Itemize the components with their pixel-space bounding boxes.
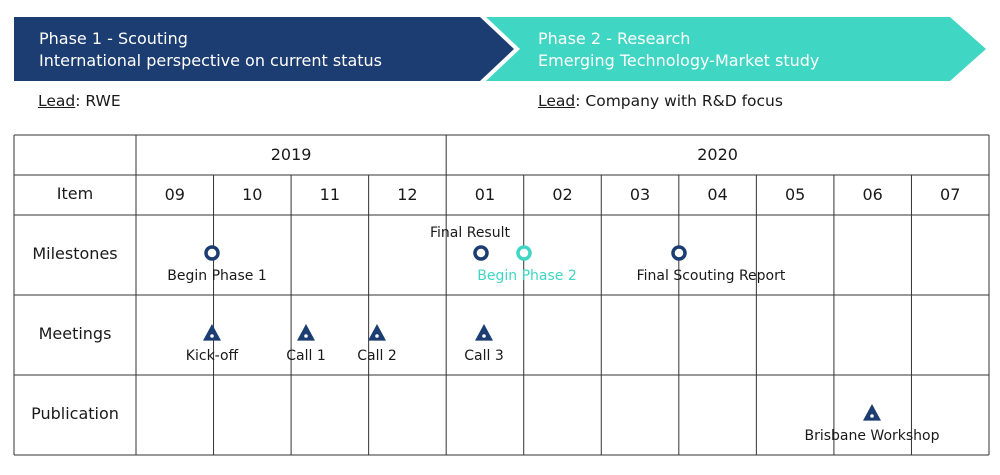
month-label: 02 (552, 185, 572, 204)
phase-2-subtitle: Emerging Technology-Market study (538, 51, 819, 70)
month-label: 09 (165, 185, 185, 204)
month-label: 01 (475, 185, 495, 204)
marker-label: Call 3 (464, 348, 504, 364)
triangle-marker-dot (304, 334, 308, 338)
month-label: 07 (940, 185, 960, 204)
item-header: Item (57, 184, 93, 203)
month-label: 05 (785, 185, 805, 204)
meeting-triangle-marker (368, 324, 386, 341)
month-label: 12 (397, 185, 417, 204)
phase-2-lead: Lead: Company with R&D focus (538, 92, 783, 110)
meeting-triangle-marker (297, 324, 315, 341)
month-label: 03 (630, 185, 650, 204)
row-label: Milestones (32, 244, 117, 263)
phase-2-lead-label: Lead (538, 92, 576, 110)
phase-1-lead-label: Lead (38, 92, 76, 110)
timeline-table-labels: 2019 2020 Item 09 10 11 12 01 02 03 04 05 06 07 Milest… (31, 145, 960, 423)
month-label: 06 (863, 185, 883, 204)
milestone-circle-marker (204, 245, 220, 261)
milestone-circle-marker (473, 245, 489, 261)
milestone-circle-marker (516, 245, 532, 261)
milestone-circle-marker (671, 245, 687, 261)
meeting-triangle-marker (475, 324, 493, 341)
marker-label: Kick-off (186, 348, 239, 364)
row-label: Meetings (39, 324, 112, 343)
row-label: Publication (31, 404, 119, 423)
triangle-marker-dot (375, 334, 379, 338)
triangle-marker-dot (210, 334, 214, 338)
phase-1-subtitle: International perspective on current sta… (39, 51, 382, 70)
marker-label: Final Scouting Report (637, 268, 786, 284)
triangle-marker-dot (482, 334, 486, 338)
marker-label: Brisbane Workshop (804, 428, 939, 444)
marker-label: Final Result (430, 225, 510, 241)
month-label: 04 (707, 185, 727, 204)
triangle-marker-dot (870, 414, 874, 418)
phase-1-title: Phase 1 - Scouting (39, 29, 188, 48)
marker-label: Begin Phase 1 (167, 268, 266, 284)
meeting-triangle-marker (863, 404, 881, 421)
timeline-table-grid (13, 134, 990, 456)
phase-1-lead: Lead: RWE (38, 92, 121, 110)
timeline-markers: Begin Phase 1 Final Result Begin Phase 2 Fi… (167, 225, 939, 444)
phase-1-banner (14, 17, 514, 81)
phase-2-title: Phase 2 - Research (538, 29, 690, 48)
marker-label: Begin Phase 2 (477, 268, 576, 284)
marker-label: Call 1 (286, 348, 326, 364)
year-label: 2019 (271, 145, 312, 164)
month-label: 10 (242, 185, 262, 204)
phase-2-lead-value: : Company with R&D focus (575, 92, 783, 110)
month-label: 11 (320, 185, 340, 204)
meeting-triangle-marker (203, 324, 221, 341)
year-label: 2020 (697, 145, 738, 164)
phase-1-lead-value: : RWE (75, 92, 121, 110)
marker-label: Call 2 (357, 348, 397, 364)
phase-2-banner (486, 17, 986, 81)
